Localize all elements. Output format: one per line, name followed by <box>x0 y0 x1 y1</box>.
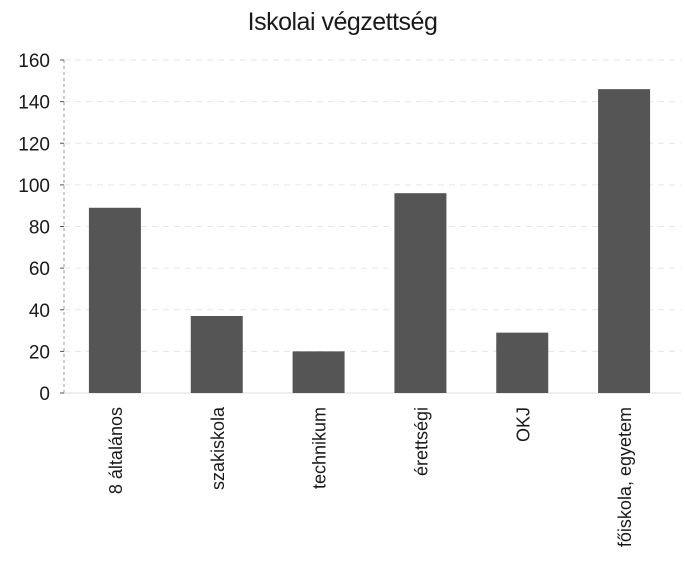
y-tick-label: 100 <box>18 176 50 197</box>
bar <box>394 193 447 393</box>
bar <box>598 89 651 393</box>
x-tick-label: főiskola, egyetem <box>615 407 635 547</box>
x-tick-label: technikum <box>310 407 330 489</box>
x-tick-label: érettségi <box>411 407 431 476</box>
bar <box>292 351 345 393</box>
y-tick-label: 60 <box>29 259 50 280</box>
x-tick-label: szakiskola <box>208 406 228 490</box>
y-tick-label: 40 <box>29 301 50 322</box>
bar <box>88 207 141 393</box>
bar <box>496 332 549 393</box>
y-tick-label: 120 <box>18 134 50 155</box>
y-tick-label: 0 <box>39 384 50 405</box>
x-tick-label: OKJ <box>513 407 533 442</box>
x-tick-label: 8 általános <box>106 407 126 494</box>
y-tick-label: 20 <box>29 342 50 363</box>
y-tick-label: 140 <box>18 93 50 114</box>
y-tick-label: 160 <box>18 51 50 72</box>
y-tick-label: 80 <box>29 218 50 239</box>
bar <box>190 315 243 393</box>
chart-title: Iskolai végzettség <box>247 8 438 36</box>
